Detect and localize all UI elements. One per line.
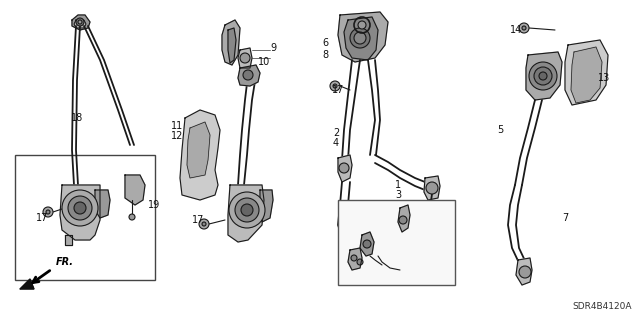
Polygon shape bbox=[187, 122, 210, 178]
Circle shape bbox=[333, 84, 337, 88]
Text: 13: 13 bbox=[598, 73, 611, 83]
Polygon shape bbox=[344, 17, 378, 60]
Circle shape bbox=[354, 32, 366, 44]
Polygon shape bbox=[360, 232, 374, 256]
Circle shape bbox=[330, 81, 340, 91]
Text: SDR4B4120A: SDR4B4120A bbox=[573, 302, 632, 311]
Circle shape bbox=[519, 266, 531, 278]
Circle shape bbox=[240, 53, 250, 63]
Circle shape bbox=[68, 196, 92, 220]
Circle shape bbox=[129, 214, 135, 220]
Text: 15: 15 bbox=[398, 227, 410, 237]
Circle shape bbox=[62, 190, 98, 226]
Circle shape bbox=[529, 62, 557, 90]
Circle shape bbox=[399, 216, 407, 224]
Circle shape bbox=[78, 20, 82, 24]
Circle shape bbox=[46, 210, 50, 214]
Polygon shape bbox=[260, 190, 273, 222]
Polygon shape bbox=[238, 48, 252, 68]
Circle shape bbox=[235, 198, 259, 222]
Text: 7: 7 bbox=[562, 213, 568, 223]
Text: 12: 12 bbox=[171, 131, 183, 141]
Text: 16: 16 bbox=[365, 252, 377, 262]
Polygon shape bbox=[338, 155, 352, 182]
Text: 4: 4 bbox=[333, 138, 339, 148]
Circle shape bbox=[519, 23, 529, 33]
Text: 17: 17 bbox=[36, 213, 48, 223]
Circle shape bbox=[202, 222, 206, 226]
Circle shape bbox=[199, 219, 209, 229]
Circle shape bbox=[356, 261, 368, 273]
Polygon shape bbox=[20, 279, 34, 289]
Polygon shape bbox=[348, 248, 362, 270]
Polygon shape bbox=[238, 65, 260, 86]
Text: 20: 20 bbox=[373, 235, 385, 245]
Polygon shape bbox=[65, 235, 72, 245]
Text: 9: 9 bbox=[270, 43, 276, 53]
Text: 2: 2 bbox=[333, 128, 339, 138]
Text: 14: 14 bbox=[510, 25, 522, 35]
Circle shape bbox=[363, 240, 371, 248]
Bar bbox=[338, 200, 455, 285]
Polygon shape bbox=[95, 190, 110, 218]
Circle shape bbox=[43, 207, 53, 217]
Polygon shape bbox=[74, 20, 86, 28]
Circle shape bbox=[339, 163, 349, 173]
Text: 1: 1 bbox=[395, 180, 401, 190]
Text: 5: 5 bbox=[497, 125, 503, 135]
Circle shape bbox=[350, 28, 370, 48]
Text: 17: 17 bbox=[332, 85, 344, 95]
Circle shape bbox=[534, 67, 552, 85]
Text: 6: 6 bbox=[322, 38, 328, 48]
Text: 18: 18 bbox=[71, 113, 83, 123]
Text: 3: 3 bbox=[395, 190, 401, 200]
Text: FR.: FR. bbox=[56, 257, 74, 267]
Circle shape bbox=[74, 202, 86, 214]
Circle shape bbox=[241, 204, 253, 216]
Circle shape bbox=[426, 182, 438, 194]
Circle shape bbox=[357, 259, 363, 265]
Polygon shape bbox=[398, 205, 410, 232]
Polygon shape bbox=[354, 252, 370, 280]
Bar bbox=[15, 155, 155, 280]
Circle shape bbox=[243, 70, 253, 80]
Polygon shape bbox=[516, 258, 532, 285]
Circle shape bbox=[229, 192, 265, 228]
Polygon shape bbox=[228, 28, 236, 63]
Circle shape bbox=[522, 26, 526, 30]
Polygon shape bbox=[571, 47, 602, 103]
Text: 10: 10 bbox=[258, 57, 270, 67]
Circle shape bbox=[351, 255, 357, 261]
Circle shape bbox=[539, 72, 547, 80]
Polygon shape bbox=[125, 175, 145, 205]
Polygon shape bbox=[222, 20, 240, 65]
Polygon shape bbox=[338, 12, 388, 62]
Text: 17: 17 bbox=[192, 215, 204, 225]
Polygon shape bbox=[72, 15, 90, 30]
Polygon shape bbox=[228, 185, 264, 242]
Polygon shape bbox=[180, 110, 220, 200]
Polygon shape bbox=[60, 185, 100, 240]
Polygon shape bbox=[565, 40, 608, 105]
Polygon shape bbox=[424, 176, 440, 200]
Text: 8: 8 bbox=[322, 50, 328, 60]
Text: 11: 11 bbox=[171, 121, 183, 131]
Circle shape bbox=[76, 18, 84, 26]
Circle shape bbox=[358, 21, 366, 29]
Polygon shape bbox=[526, 52, 562, 100]
Text: 19: 19 bbox=[148, 200, 160, 210]
